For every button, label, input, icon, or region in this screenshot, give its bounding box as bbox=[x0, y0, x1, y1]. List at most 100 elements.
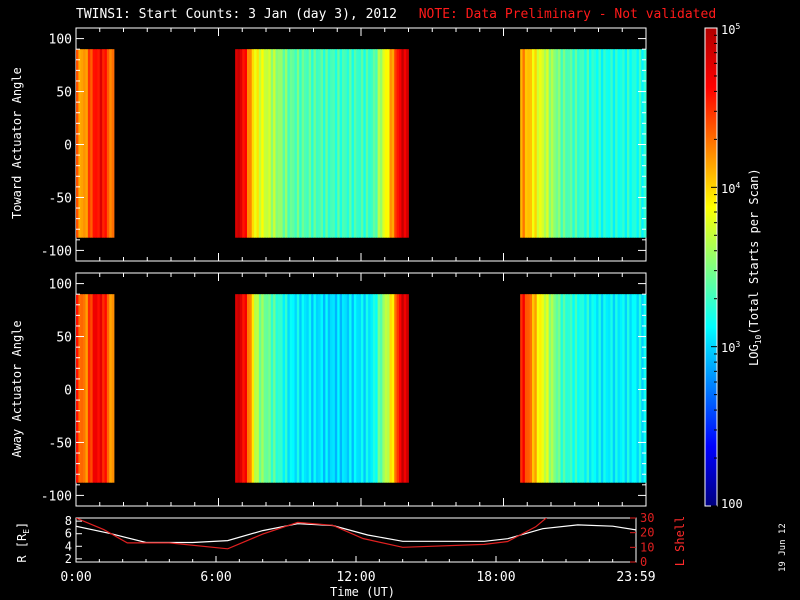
y-tick-label: 0 bbox=[64, 384, 72, 399]
heatmap-cell bbox=[346, 294, 350, 483]
heatmap-cell bbox=[560, 49, 564, 238]
ylabel-radius-main: R [R bbox=[14, 533, 29, 563]
colorbar-tick-1e4-exp: 4 bbox=[735, 181, 741, 190]
heatmap-cell bbox=[524, 294, 528, 483]
heatmap-cell bbox=[342, 294, 345, 483]
heatmap-cell bbox=[256, 294, 260, 483]
heatmap-cell bbox=[372, 49, 376, 238]
heatmap-cell bbox=[344, 294, 348, 483]
heatmap-cell bbox=[339, 49, 343, 238]
heatmap-cell bbox=[600, 294, 604, 483]
heatmap-cell bbox=[353, 49, 357, 238]
colorbar-tick-1e4: 104 bbox=[721, 181, 740, 196]
heatmap-cell bbox=[641, 49, 645, 238]
heatmap-cell bbox=[643, 49, 647, 238]
heatmap-cell bbox=[249, 49, 253, 238]
heatmap-cell bbox=[543, 49, 547, 238]
heatmap-cell bbox=[247, 49, 250, 238]
heatmap-cell bbox=[266, 294, 269, 483]
heatmap-cell bbox=[244, 49, 248, 238]
heatmap-cell bbox=[617, 49, 621, 238]
y-tick-label: -50 bbox=[49, 191, 72, 206]
heatmap-cell bbox=[292, 294, 295, 483]
left-tick-label: 2 bbox=[65, 552, 72, 566]
heatmap-cell bbox=[377, 49, 381, 238]
heatmap-cell bbox=[311, 49, 314, 238]
heatmap-cell bbox=[522, 294, 526, 483]
heatmap-cell bbox=[261, 49, 265, 238]
heatmap-cell bbox=[80, 49, 84, 238]
heatmap-cell bbox=[330, 49, 333, 238]
heatmap-cell bbox=[520, 294, 523, 483]
panel-bottom-frame bbox=[75, 517, 637, 563]
heatmap-cell bbox=[610, 49, 614, 238]
heatmap-cell bbox=[546, 294, 550, 483]
heatmap-cell bbox=[558, 49, 561, 238]
heatmap-cell bbox=[380, 49, 383, 238]
heatmap-cell bbox=[296, 294, 300, 483]
left-tick-label: 4 bbox=[65, 539, 72, 553]
panel-top: 100 50 0 -50 -100 bbox=[41, 27, 647, 262]
heatmap-cell bbox=[603, 294, 607, 483]
heatmap-cell bbox=[403, 49, 407, 238]
heatmap-cell bbox=[266, 49, 269, 238]
heatmap-cell bbox=[396, 294, 400, 483]
heatmap-cell bbox=[605, 294, 609, 483]
heatmap-cell bbox=[99, 294, 103, 483]
heatmap-cell bbox=[541, 294, 545, 483]
heatmap-cell bbox=[235, 49, 238, 238]
heatmap-cell bbox=[258, 49, 262, 238]
heatmap-cell bbox=[313, 49, 317, 238]
heatmap-cell bbox=[401, 294, 405, 483]
heatmap-cell bbox=[631, 49, 635, 238]
heatmap-cell bbox=[102, 294, 105, 483]
heatmap-cell bbox=[296, 49, 300, 238]
heatmap-cell bbox=[581, 49, 585, 238]
heatmap-cell bbox=[572, 49, 576, 238]
heatmap-cell bbox=[380, 294, 383, 483]
heatmap-cell bbox=[270, 49, 274, 238]
right-tick-label: 0 bbox=[640, 555, 647, 569]
heatmap-cell bbox=[589, 294, 592, 483]
heatmap-cell bbox=[327, 49, 331, 238]
ylabel-radius-sub: E bbox=[22, 528, 32, 534]
heatmap-cell bbox=[399, 49, 402, 238]
axes-toward: 100 50 0 -50 -100 bbox=[41, 27, 647, 262]
heatmap-toward bbox=[76, 49, 647, 238]
heatmap-cell bbox=[308, 49, 312, 238]
heatmap-cell bbox=[591, 49, 595, 238]
heatmap-cell bbox=[596, 49, 599, 238]
heatmap-cell bbox=[304, 49, 307, 238]
heatmap-cell bbox=[268, 294, 272, 483]
heatmap-cell bbox=[627, 294, 630, 483]
heatmap-cell bbox=[247, 294, 250, 483]
heatmap-cell bbox=[244, 294, 248, 483]
lshell-line bbox=[76, 518, 548, 550]
heatmap-cell bbox=[377, 294, 381, 483]
colorbar-ticks bbox=[711, 34, 717, 507]
heatmap-cell bbox=[527, 294, 531, 483]
heatmap-cell bbox=[627, 49, 630, 238]
heatmap-cell bbox=[337, 49, 341, 238]
heatmap-cell bbox=[111, 49, 115, 238]
y-tick-label: 100 bbox=[49, 33, 72, 48]
heatmap-cell bbox=[605, 49, 609, 238]
heatmap-cell bbox=[282, 294, 286, 483]
heatmap-cell bbox=[263, 294, 267, 483]
x-tick-label: 18:00 bbox=[476, 570, 515, 585]
heatmap-cell bbox=[610, 294, 614, 483]
heatmap-cell bbox=[365, 49, 369, 238]
heatmap-cell bbox=[358, 294, 362, 483]
heatmap-cell bbox=[273, 49, 276, 238]
ylabel-radius-end: ] bbox=[14, 521, 29, 529]
colorbar-tick-1e3-base: 10 bbox=[721, 341, 736, 355]
heatmap-cell bbox=[323, 49, 326, 238]
heatmap-cell bbox=[270, 294, 274, 483]
heatmap-cell bbox=[584, 49, 588, 238]
heatmap-cell bbox=[396, 49, 400, 238]
orbit-lines bbox=[76, 518, 636, 550]
heatmap-cell bbox=[320, 49, 324, 238]
heatmap-cell bbox=[277, 294, 281, 483]
heatmap-cell bbox=[608, 49, 611, 238]
